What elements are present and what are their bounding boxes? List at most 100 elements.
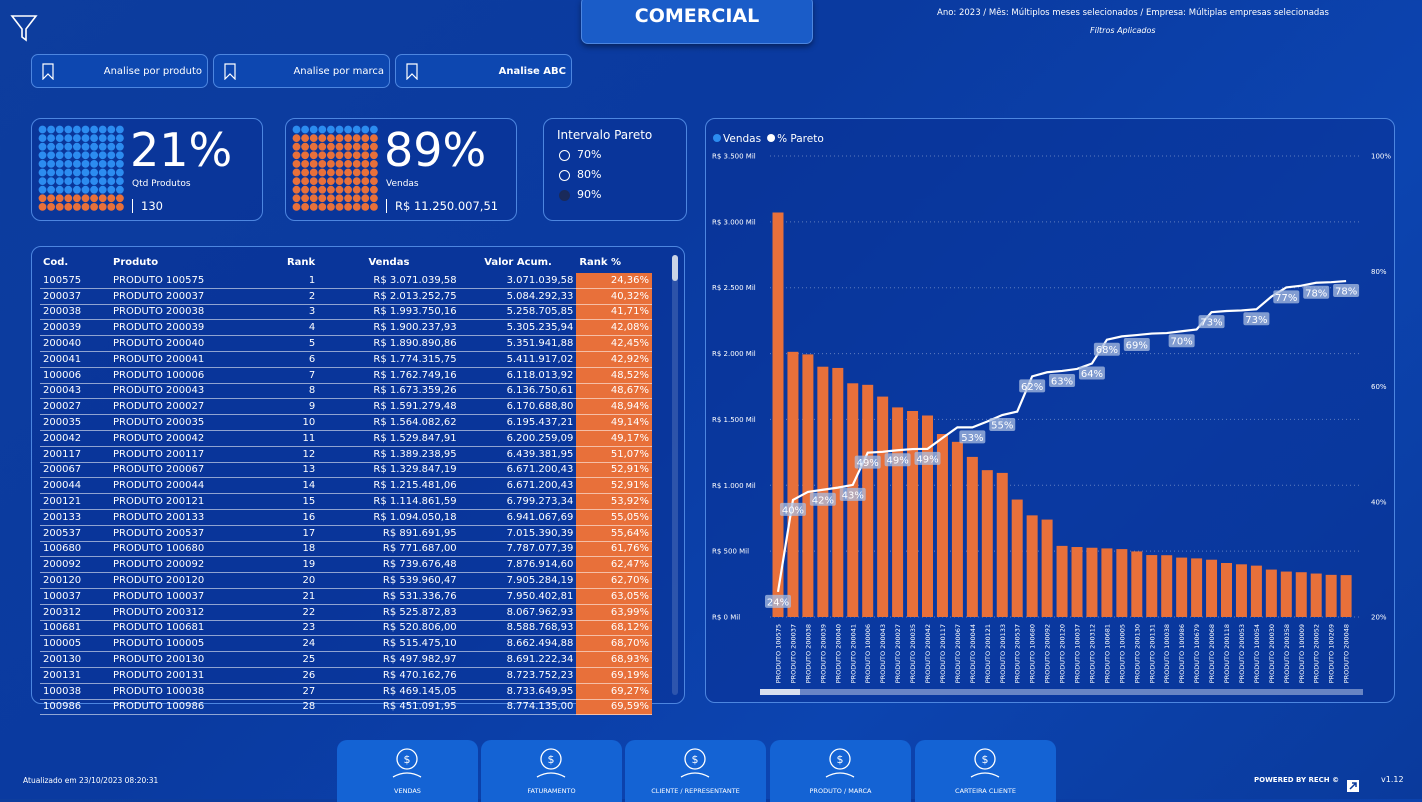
cell: 42,92% [576, 351, 652, 368]
cell: R$ 1.564.082,62 [318, 414, 460, 431]
nav-button[interactable]: $ VENDAS [337, 740, 478, 802]
tab-button[interactable]: Analise por produto [31, 54, 208, 88]
tab-label: Analise ABC [498, 66, 566, 77]
waffle-dot [370, 151, 378, 160]
waffle-dot [361, 151, 370, 160]
svg-text:$: $ [837, 753, 844, 766]
waffle-dot [292, 203, 301, 211]
nav-button[interactable]: $ FATURAMENTO [481, 740, 622, 802]
cell: 6 [264, 351, 319, 368]
waffle-dot [73, 168, 81, 177]
cell: PRODUTO 200312 [110, 604, 264, 621]
tab-button[interactable]: Analise por marca [213, 54, 390, 88]
cell: 51,07% [576, 446, 652, 463]
cell: 7.905.284,19 [459, 572, 577, 589]
waffle-dot [55, 177, 64, 185]
cell: 200038 [40, 304, 110, 321]
tab-button[interactable]: Analise ABC [395, 54, 572, 88]
filter-title: Intervalo Pareto [557, 128, 653, 142]
cell: R$ 1.591.279,48 [318, 398, 460, 416]
waffle-dot [352, 142, 361, 151]
waffle-dot [73, 177, 81, 185]
waffle-dot [361, 203, 370, 211]
cell: 13 [264, 462, 319, 479]
cell: R$ 531.336,76 [318, 588, 460, 605]
waffle-dot [335, 151, 344, 160]
cell: 2 [264, 288, 319, 305]
waffle-dot [38, 142, 47, 151]
filter-icon[interactable] [10, 13, 38, 43]
cell: 200067 [40, 462, 110, 479]
scrollbar[interactable] [672, 255, 678, 695]
cell: 200037 [40, 288, 110, 305]
radio-label: 90% [577, 188, 602, 201]
nav-icon: $ [536, 748, 566, 778]
waffle-dot [327, 151, 335, 160]
waffle-dot [352, 168, 361, 177]
waffle-dot [90, 160, 98, 168]
waffle-dot [361, 185, 370, 194]
cell: 100006 [40, 367, 110, 384]
cell: 200041 [40, 351, 110, 368]
cell: R$ 1.114.861,59 [318, 493, 460, 510]
cell: R$ 1.094.050,18 [318, 509, 460, 526]
cell: PRODUTO 200131 [110, 667, 264, 684]
cell: 200130 [40, 651, 110, 668]
waffle-dot [81, 125, 90, 134]
table-row: 200133 PRODUTO 200133 16 R$ 1.094.050,18 6.9… [40, 509, 652, 526]
table-row: 200038 PRODUTO 200038 3 R$ 1.993.750,16 5.25… [40, 304, 652, 321]
waffle-dot [344, 168, 352, 177]
cell: PRODUTO 200044 [110, 477, 264, 495]
cell: 61,76% [576, 541, 652, 558]
waffle-dot [116, 168, 124, 177]
svg-text:$: $ [692, 753, 699, 766]
radio[interactable] [559, 190, 570, 201]
waffle-dot [309, 134, 318, 142]
column-header: Rank % [579, 256, 622, 268]
table-card: Cod. Produto Rank Vendas Valor Acum. Rank % 10… [31, 246, 685, 716]
cell: 200040 [40, 335, 110, 352]
waffle-dot [55, 194, 64, 203]
cell: 63,99% [576, 604, 652, 621]
waffle-dot [318, 194, 327, 203]
cell: 19 [264, 556, 319, 574]
waffle-dot [98, 134, 107, 142]
radio[interactable] [559, 150, 570, 161]
waffle-dot [90, 203, 98, 211]
cell: R$ 771.687,00 [318, 541, 460, 558]
waffle-dot [64, 168, 73, 177]
table-row: 200130 PRODUTO 200130 25 R$ 497.982,97 8.691… [40, 651, 652, 668]
radio[interactable] [559, 170, 570, 181]
waffle-dot [81, 142, 90, 151]
expand-icon[interactable] [1347, 780, 1359, 792]
waffle-dot [292, 177, 301, 185]
waffle-dot [38, 194, 47, 203]
waffle-dot [116, 142, 124, 151]
waffle-dot [90, 142, 98, 151]
nav-button[interactable]: $ CLIENTE / REPRESENTANTE [625, 740, 766, 802]
nav-label: FATURAMENTO [527, 787, 576, 795]
table-row: 100575 PRODUTO 100575 1 R$ 3.071.039,58 3.07… [40, 273, 652, 289]
waffle-dot [98, 177, 107, 185]
cell: 16 [264, 509, 319, 526]
nav-button[interactable]: $ CARTEIRA CLIENTE [915, 740, 1056, 802]
waffle-dot [318, 125, 327, 134]
cell: PRODUTO 200067 [110, 462, 264, 479]
waffle-dot [370, 125, 378, 134]
waffle-dot [98, 160, 107, 168]
cell: PRODUTO 100680 [110, 541, 264, 558]
waffle-dot [81, 185, 90, 194]
cell: 200042 [40, 430, 110, 447]
cell: PRODUTO 200130 [110, 651, 264, 668]
waffle-dot [116, 125, 124, 134]
cell: 63,05% [576, 588, 652, 605]
cell: PRODUTO 100038 [110, 683, 264, 700]
cell: PRODUTO 200038 [110, 304, 264, 321]
waffle-dot [73, 160, 81, 168]
table-row: 200044 PRODUTO 200044 14 R$ 1.215.481,06 6.6… [40, 477, 652, 495]
nav-button[interactable]: $ PRODUTO / MARCA [770, 740, 911, 802]
cell: PRODUTO 200035 [110, 414, 264, 431]
waffle-dot [292, 168, 301, 177]
waffle-dot [81, 134, 90, 142]
cell: 24,36% [576, 273, 652, 289]
